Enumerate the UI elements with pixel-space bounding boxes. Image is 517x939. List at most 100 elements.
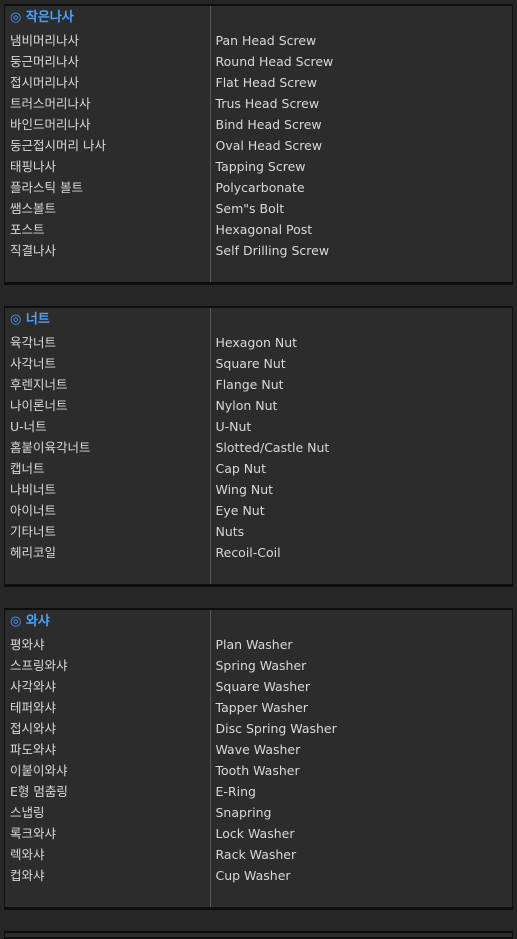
english-term: Nuts	[215, 524, 245, 539]
table-row: E형 멈춤링 E-Ring	[5, 781, 514, 802]
table-row: 육각너트 Hexagon Nut	[5, 332, 514, 353]
table-row: 사각와샤 Square Washer	[5, 676, 514, 697]
korean-term: 스냅링	[5, 802, 211, 823]
blank-cell	[5, 563, 211, 585]
english-term: Nylon Nut	[215, 398, 278, 413]
korean-term: 홈붙이육각너트	[5, 437, 211, 458]
english-term: Disc Spring Washer	[215, 721, 337, 736]
korean-term: 플라스틱 볼트	[5, 177, 211, 198]
table-row: 아이너트 Eye Nut	[5, 500, 514, 521]
english-term: Self Drilling Screw	[215, 243, 330, 258]
section-small-screws: ◎ 작은나사 냄비머리나사 Pan Head Screw 둥근머리나사 Round H…	[4, 4, 514, 285]
korean-term: 포스트	[5, 219, 211, 240]
english-term: Polycarbonate	[215, 180, 305, 195]
korean-term: 테퍼와샤	[5, 697, 211, 718]
english-term: Round Head Screw	[215, 54, 334, 69]
korean-term: 파도와샤	[5, 739, 211, 760]
korean-term: 접시머리나사	[5, 72, 211, 93]
korean-term: 사각너트	[5, 353, 211, 374]
washers-table: ◎ 와샤 평와샤 Plan Washer 스프링와샤 Spring Washer 사각와…	[5, 610, 514, 908]
table-row: 접시와샤 Disc Spring Washer	[5, 718, 514, 739]
english-term: Spring Washer	[215, 658, 307, 673]
korean-term: 컵와샤	[5, 865, 211, 886]
english-term: E-Ring	[215, 784, 256, 799]
blank-row	[5, 886, 514, 908]
english-term: Plan Washer	[215, 637, 293, 652]
korean-term: 캡너트	[5, 458, 211, 479]
english-term: Lock Washer	[215, 826, 295, 841]
blank-row	[5, 261, 514, 283]
parts-glossary: ◎ 작은나사 냄비머리나사 Pan Head Screw 둥근머리나사 Round H…	[4, 4, 514, 939]
korean-term: 렉와샤	[5, 844, 211, 865]
table-row: 스냅링 Snapring	[5, 802, 514, 823]
table-row: 바인드머리나사 Bind Head Screw	[5, 114, 514, 135]
table-row: 플라스틱 볼트 Polycarbonate	[5, 177, 514, 198]
section-title: ◎ 작은나사	[5, 6, 211, 30]
english-term: Eye Nut	[215, 503, 265, 518]
english-term: Slotted/Castle Nut	[215, 440, 330, 455]
korean-term: U-너트	[5, 416, 211, 437]
table-row: 테퍼와샤 Tapper Washer	[5, 697, 514, 718]
english-term: Sem"s Bolt	[215, 201, 285, 216]
korean-term: 나비너트	[5, 479, 211, 500]
table-row: 컵와샤 Cup Washer	[5, 865, 514, 886]
section-header-blank	[210, 6, 514, 30]
korean-term: 육각너트	[5, 332, 211, 353]
table-row: 둥근접시머리 나사 Oval Head Screw	[5, 135, 514, 156]
table-row: 파도와샤 Wave Washer	[5, 739, 514, 760]
english-term: Square Washer	[215, 679, 310, 694]
blank-cell	[5, 261, 211, 283]
section-header-row: ◎ 작은나사	[5, 6, 514, 30]
english-term: Cap Nut	[215, 461, 266, 476]
korean-term: 이붙이와샤	[5, 760, 211, 781]
section-spacer	[4, 285, 513, 306]
section-header-blank	[210, 308, 514, 332]
table-row: 포스트 Hexagonal Post	[5, 219, 514, 240]
korean-term: 기타너트	[5, 521, 211, 542]
english-term: Hexagonal Post	[215, 222, 313, 237]
table-row: 태핑나사 Tapping Screw	[5, 156, 514, 177]
blank-cell	[5, 886, 211, 908]
korean-term: 직결나사	[5, 240, 211, 261]
table-row: 냄비머리나사 Pan Head Screw	[5, 30, 514, 51]
blank-row	[5, 563, 514, 585]
next-section-edge	[4, 931, 513, 939]
table-row: 쌤스볼트 Sem"s Bolt	[5, 198, 514, 219]
section-title: ◎ 너트	[5, 308, 211, 332]
table-row: 직결나사 Self Drilling Screw	[5, 240, 514, 261]
table-row: 렉와샤 Rack Washer	[5, 844, 514, 865]
table-row: 헤리코일 Recoil-Coil	[5, 542, 514, 563]
english-term: Hexagon Nut	[215, 335, 298, 350]
korean-term: 스프링와샤	[5, 655, 211, 676]
korean-term: 둥근머리나사	[5, 51, 211, 72]
korean-term: 태핑나사	[5, 156, 211, 177]
english-term: Tapping Screw	[215, 159, 306, 174]
english-term: Flat Head Screw	[215, 75, 317, 90]
english-term: Trus Head Screw	[215, 96, 320, 111]
section-spacer	[4, 910, 513, 931]
table-row: 이붙이와샤 Tooth Washer	[5, 760, 514, 781]
korean-term: 냄비머리나사	[5, 30, 211, 51]
english-term: Snapring	[215, 805, 272, 820]
section-spacer	[4, 587, 513, 608]
section-nuts: ◎ 너트 육각너트 Hexagon Nut 사각너트 Square Nut 후렌지너트 F…	[4, 306, 514, 587]
table-row: 기타너트 Nuts	[5, 521, 514, 542]
korean-term: 쌤스볼트	[5, 198, 211, 219]
table-row: 접시머리나사 Flat Head Screw	[5, 72, 514, 93]
table-row: 평와샤 Plan Washer	[5, 634, 514, 655]
english-term: Pan Head Screw	[215, 33, 317, 48]
english-term: Oval Head Screw	[215, 138, 323, 153]
table-row: 록크와샤 Lock Washer	[5, 823, 514, 844]
blank-cell	[210, 261, 514, 283]
table-row: 캡너트 Cap Nut	[5, 458, 514, 479]
korean-term: 록크와샤	[5, 823, 211, 844]
table-row: 스프링와샤 Spring Washer	[5, 655, 514, 676]
english-term: Square Nut	[215, 356, 286, 371]
section-title: ◎ 와샤	[5, 610, 211, 634]
english-term: Tooth Washer	[215, 763, 300, 778]
table-row: 나이론너트 Nylon Nut	[5, 395, 514, 416]
english-term: Flange Nut	[215, 377, 284, 392]
korean-term: 트러스머리나사	[5, 93, 211, 114]
table-row: 둥근머리나사 Round Head Screw	[5, 51, 514, 72]
english-term: Wave Washer	[215, 742, 301, 757]
